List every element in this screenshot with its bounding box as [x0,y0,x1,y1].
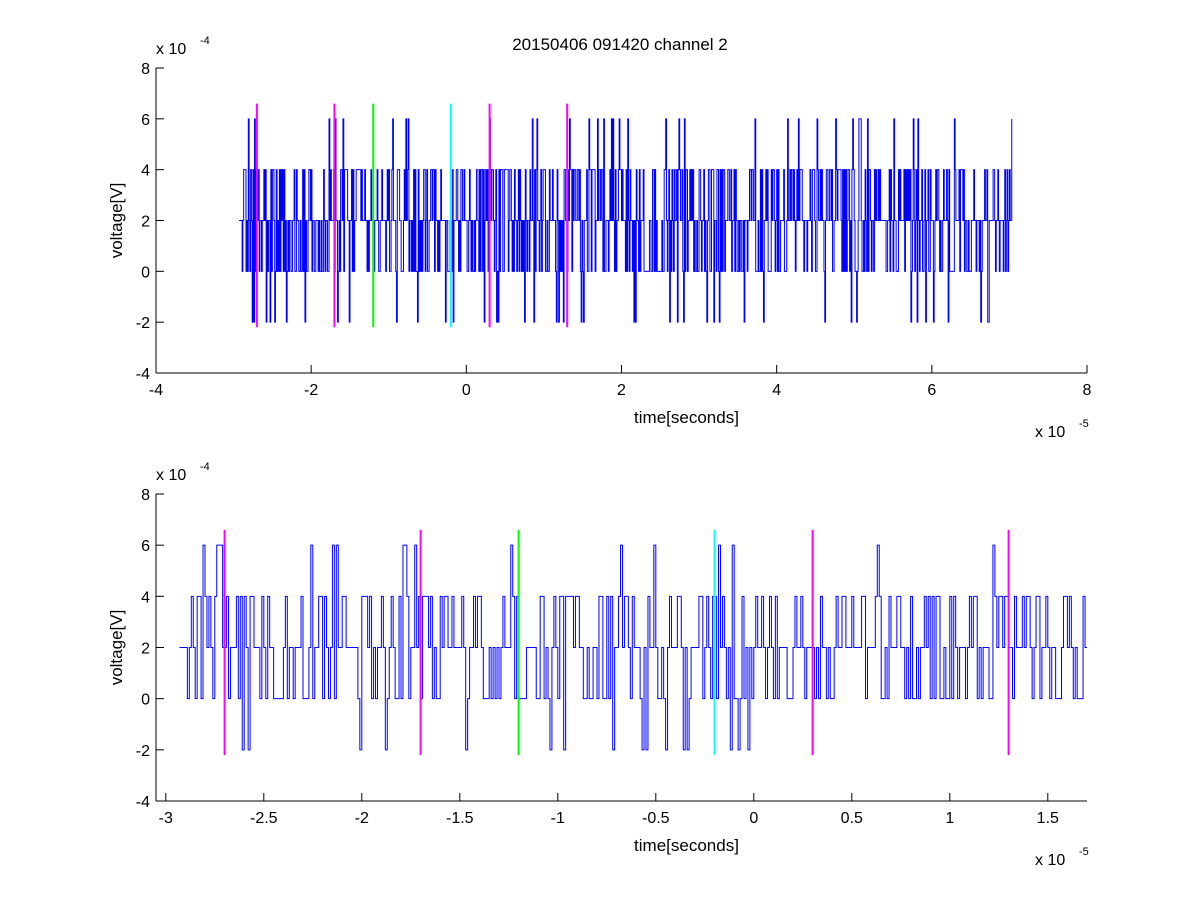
x-tick-label: -4 [149,382,163,399]
bottom-plot: -3 -2.5 -2 -1.5 -1 -0.5 0 0.5 1 1.5 -4 -2 0 2 4 6 8 time[… [107,461,1089,869]
y-exponent-base: x 10 [156,41,186,58]
x-tick-label: -2 [304,382,318,399]
x-tick-label: 1.5 [1037,810,1059,827]
y-tick-label: 4 [141,163,150,180]
y-axis-label: voltage[V] [107,610,126,686]
y-exponent-base: x 10 [156,467,186,484]
x-tick-label: -2.5 [250,810,278,827]
x-tick-label: 2 [617,382,626,399]
y-tick-label: 6 [141,112,150,129]
x-tick-label: 0.5 [841,810,863,827]
x-tick-label: 8 [1083,382,1092,399]
x-exponent-base: x 10 [1035,852,1065,869]
y-tick-label: 8 [141,61,150,78]
y-tick-label: 8 [141,487,150,504]
x-tick-label: -1 [551,810,565,827]
figure-title: 20150406 091420 channel 2 [512,35,728,54]
y-exponent-power: -4 [200,35,210,47]
y-tick-label: -2 [136,315,150,332]
x-exponent-power: -5 [1079,846,1089,858]
x-tick-label: 4 [772,382,781,399]
x-tick-label: 6 [927,382,936,399]
y-tick-label: -2 [136,743,150,760]
y-axis-label: voltage[V] [107,183,126,259]
signal-series-line [239,118,1013,323]
x-tick-label: -3 [159,810,173,827]
y-tick-label: 6 [141,538,150,555]
x-tick-label: -0.5 [642,810,670,827]
signal-series-line [179,544,1087,751]
x-tick-label: 0 [462,382,471,399]
top-plot: -4 -2 0 2 4 6 8 -4 -2 0 2 4 6 8 time[seconds] voltage[V… [107,35,1092,441]
y-tick-label: 4 [141,589,150,606]
x-tick-label: -1.5 [446,810,474,827]
x-exponent-power: -5 [1079,418,1089,430]
x-exponent-base: x 10 [1035,424,1065,441]
y-tick-label: 0 [141,692,150,709]
y-tick-label: 2 [141,641,150,658]
y-tick-label: 0 [141,264,150,281]
x-axis-label: time[seconds] [634,836,739,855]
y-tick-label: -4 [136,366,150,383]
x-axis-label: time[seconds] [634,408,739,427]
y-exponent-power: -4 [200,461,210,473]
x-tick-label: 1 [945,810,954,827]
x-tick-label: 0 [749,810,758,827]
x-tick-label: -2 [355,810,369,827]
y-tick-label: 2 [141,214,150,231]
y-tick-label: -4 [136,794,150,811]
